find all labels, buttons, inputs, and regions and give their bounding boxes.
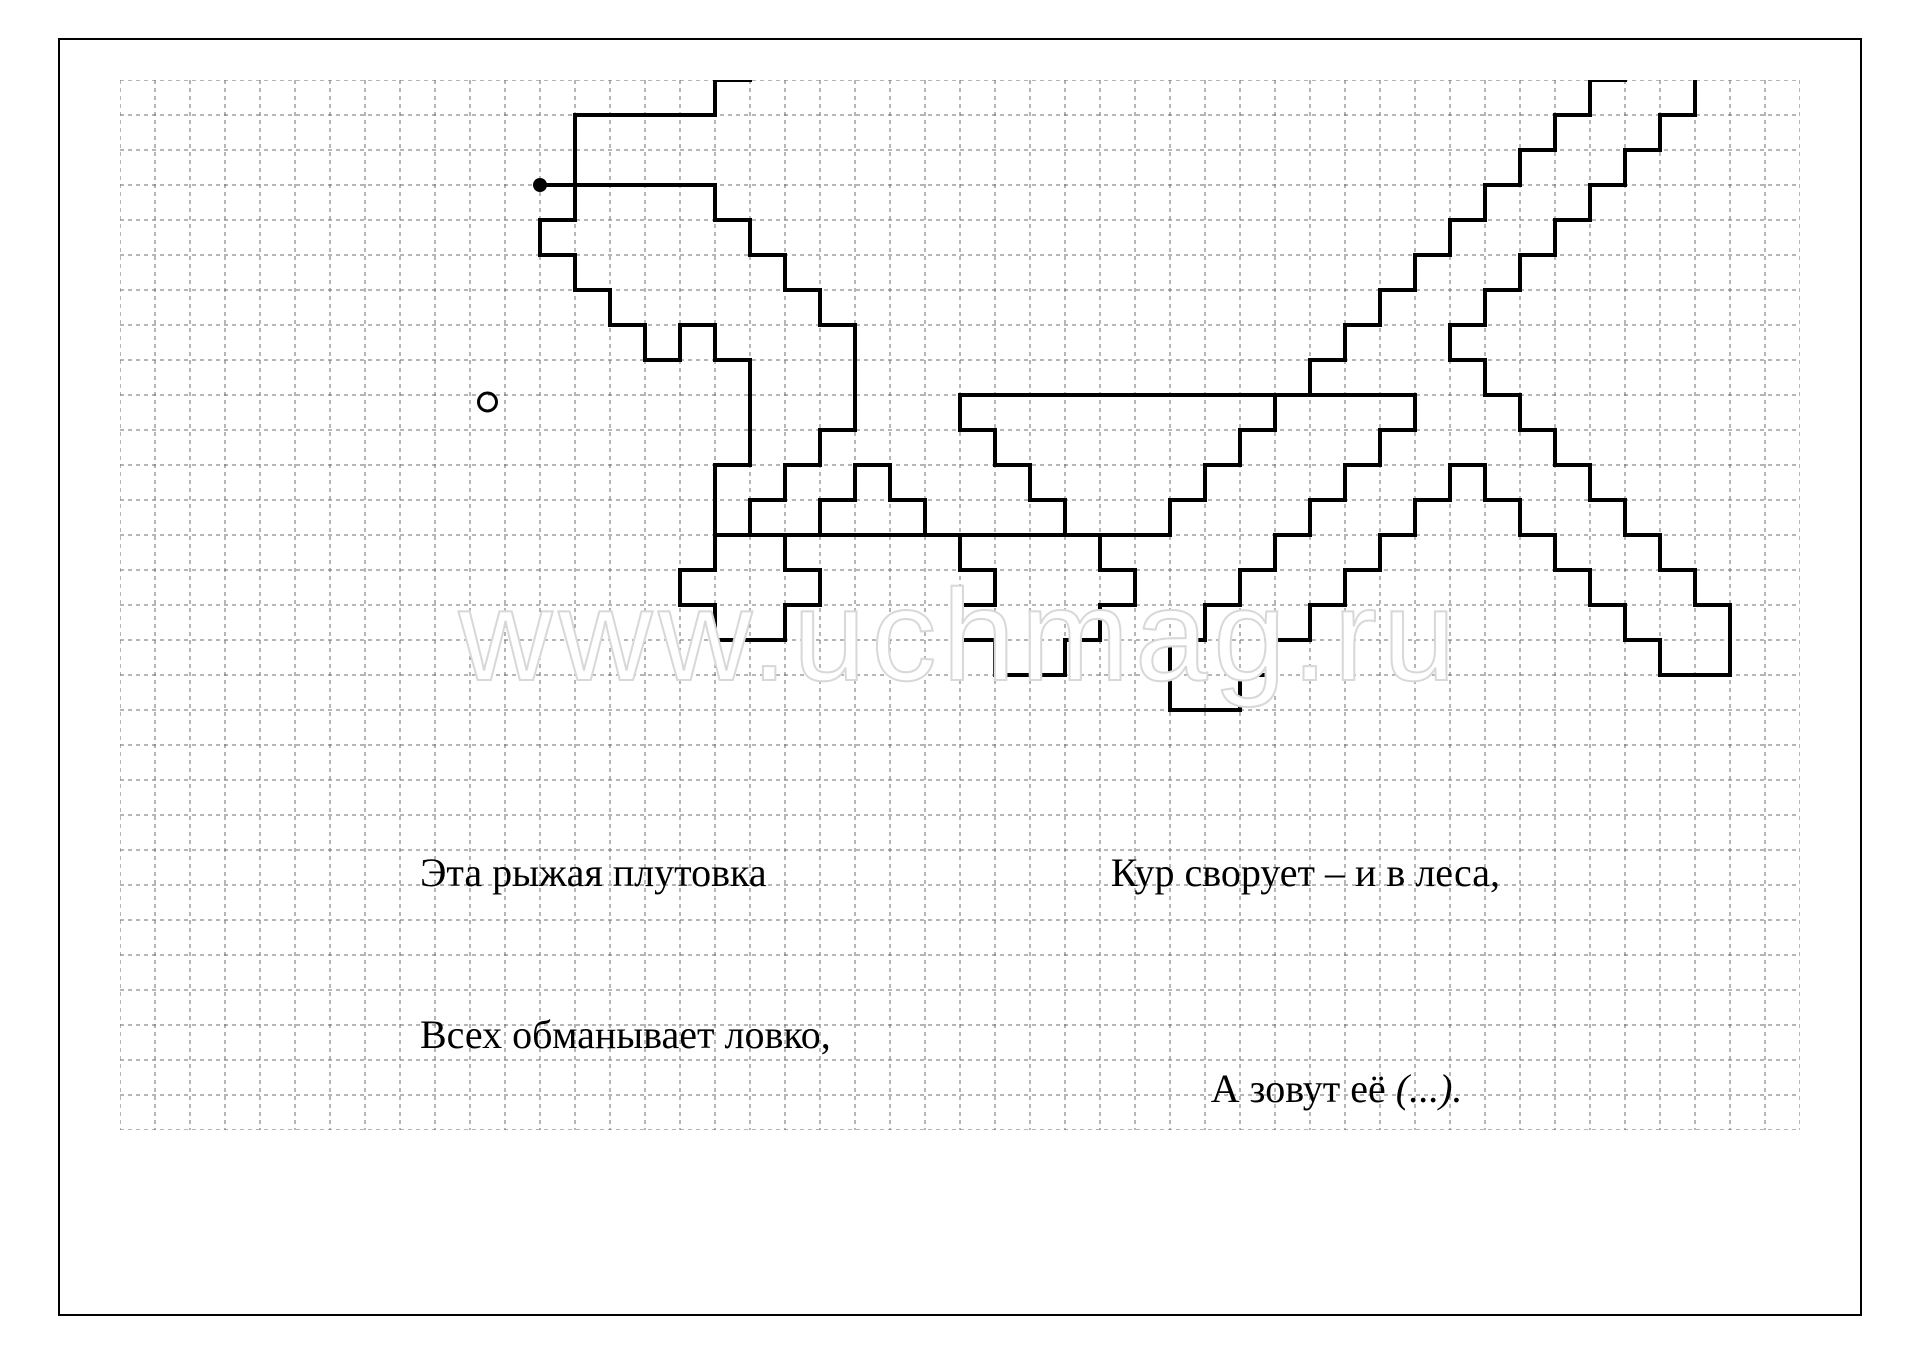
- poem-answer-placeholder: (...).: [1396, 1066, 1463, 1111]
- poem-right-line-2-prefix: А зовут её: [1211, 1066, 1396, 1111]
- poem-right-line-2: А зовут её (...).: [1111, 1008, 1500, 1170]
- page: www.uchmag.ru Эта рыжая плутовка Всех об…: [0, 0, 1920, 1354]
- page-frame: www.uchmag.ru Эта рыжая плутовка Всех об…: [58, 38, 1862, 1316]
- poem-left-line-1: Эта рыжая плутовка: [420, 846, 831, 900]
- poem-right-line-1: Кур сворует – и в леса,: [1111, 846, 1500, 900]
- poem-right-column: Кур сворует – и в леса, А зовут её (...)…: [1111, 738, 1500, 1278]
- poem-left-line-2: Всех обманывает ловко,: [420, 1008, 831, 1062]
- poem-left-column: Эта рыжая плутовка Всех обманывает ловко…: [420, 738, 831, 1278]
- riddle-poem: Эта рыжая плутовка Всех обманывает ловко…: [60, 738, 1860, 1278]
